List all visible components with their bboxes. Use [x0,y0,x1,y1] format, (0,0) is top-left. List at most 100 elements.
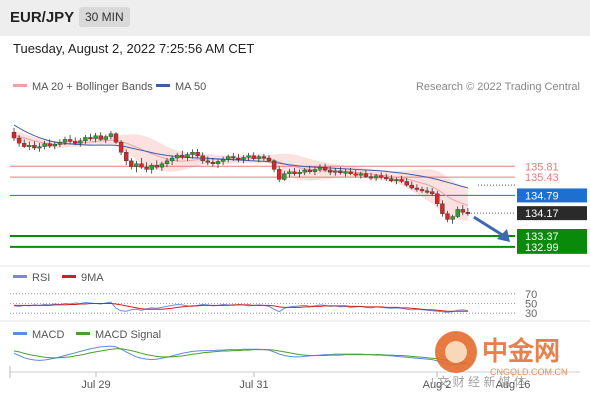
candle [389,175,394,183]
candle [98,132,103,141]
candle [32,141,37,150]
candle-body [328,169,333,173]
header-bar: EUR/JPY 30 MIN [0,0,590,36]
watermark-brand: 中金网 [482,336,560,366]
candle [328,166,333,176]
candle [118,140,124,156]
candle-body [379,175,384,178]
candle [282,170,287,181]
candlesticks [11,128,471,224]
candle [409,181,414,190]
candle [67,135,73,144]
candle [154,160,160,170]
support-label-bg [517,229,587,254]
candle [333,168,338,176]
candle [424,187,430,194]
candle-body [404,181,409,186]
candle-body [287,171,292,174]
candle-body [343,171,348,174]
candle-body [277,169,282,180]
candle [52,141,57,150]
x-tick-label: Jul 29 [81,379,110,391]
candle-body [394,179,399,182]
candle-body [460,209,465,213]
candle [363,170,369,178]
candle-body [363,173,369,177]
candle-body [251,155,256,159]
candle-body [169,157,175,162]
candle [384,173,389,181]
candle [241,155,246,164]
candle [62,136,68,146]
candle-body [292,171,297,174]
candle-body [195,152,200,156]
candle [123,149,129,166]
current-price-label-bg [517,206,587,221]
forecast-arrow [473,215,510,242]
candle [394,177,399,185]
candle [16,135,22,147]
candle-body [113,133,119,143]
candle [455,206,460,218]
candle-body [261,156,267,159]
ma50-legend-label: MA 50 [175,81,206,93]
ma20-legend-label: MA 20 + Bollinger Bands [32,81,153,93]
candle-body [149,164,154,170]
candle [78,138,83,147]
ma20-legend-swatch [13,84,27,87]
macd-signal-line [13,348,468,364]
candle-body [455,209,460,217]
candle-body [144,166,149,170]
x-tick-label: Aug 16 [496,379,531,391]
rsi-ma-legend-label: 9MA [81,272,104,284]
candle [246,152,251,161]
candle-body [180,154,185,158]
rsi-tick-label: 30 [525,308,537,320]
candle [42,140,47,150]
candle [251,152,256,161]
x-tick-label: Jul 31 [239,379,268,391]
candle-body [27,144,32,147]
candle-body [266,157,272,162]
candle [450,214,455,224]
candle-body [399,179,404,182]
candle [159,161,165,171]
support-label: 132.99 [525,242,559,254]
candle-body [174,154,180,159]
rsi-tick-label: 70 [525,289,537,301]
candle [195,148,200,158]
macd-line [13,345,468,366]
candle [404,178,409,187]
candle [93,132,98,143]
candle-body [440,203,445,214]
candle [271,159,277,173]
candle-body [88,137,93,140]
candle-body [312,169,318,172]
candle [164,158,170,168]
candle [292,168,297,176]
forecast-arrow-shaft [473,215,505,238]
candle-body [78,140,83,144]
candle [220,156,226,166]
candle-body [419,189,425,192]
candle-body [409,184,414,189]
candle [343,168,348,177]
support-label: 133.37 [525,231,559,243]
timeframe-badge[interactable]: 30 MIN [79,7,130,27]
candle-body [333,170,338,173]
candle-body [129,160,134,167]
candle [297,169,302,178]
candle [113,132,119,144]
candle [460,205,465,216]
x-tick-label: Aug 2 [423,379,452,391]
candle [57,139,63,148]
candle-body [37,146,42,149]
candle [445,210,450,223]
ma20-line [13,134,469,206]
candle [205,156,211,166]
x-axis-ticks: Jul 29 Jul 31 Aug 2 Aug 16 [9,366,531,391]
candle [231,152,236,161]
ma50-line [13,124,469,189]
candle [139,158,144,169]
candle-body [225,156,231,160]
